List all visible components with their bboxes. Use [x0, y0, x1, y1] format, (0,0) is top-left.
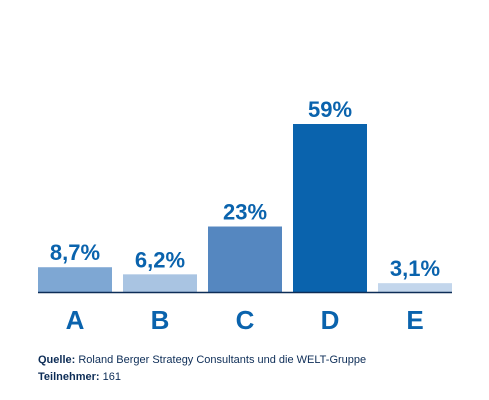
category-label-d: D: [321, 305, 340, 335]
value-label-c: 23%: [223, 200, 267, 225]
chart-footer: Quelle: Roland Berger Strategy Consultan…: [38, 352, 366, 386]
category-label-b: B: [151, 305, 170, 335]
bar-e: [378, 283, 452, 292]
participants-line: Teilnehmer: 161: [38, 369, 366, 386]
value-label-a: 8,7%: [50, 240, 100, 265]
category-labels-group: A B C D E: [66, 305, 424, 335]
bars-group: [38, 124, 452, 292]
bar-b: [123, 274, 197, 292]
bar-a: [38, 267, 112, 292]
category-label-c: C: [236, 305, 255, 335]
source-text: Roland Berger Strategy Consultants und d…: [75, 354, 367, 366]
value-label-e: 3,1%: [390, 256, 440, 281]
source-label: Quelle:: [38, 354, 76, 366]
bar-c: [208, 226, 282, 292]
category-label-a: A: [66, 305, 85, 335]
participants-label: Teilnehmer:: [38, 371, 100, 383]
value-label-d: 59%: [308, 97, 352, 122]
source-line: Quelle: Roland Berger Strategy Consultan…: [38, 352, 366, 369]
category-label-e: E: [406, 305, 423, 335]
bar-d: [293, 124, 367, 292]
value-labels-group: 8,7% 6,2% 23% 59% 3,1%: [50, 97, 440, 281]
value-label-b: 6,2%: [135, 247, 185, 272]
participants-text: 161: [99, 371, 121, 383]
